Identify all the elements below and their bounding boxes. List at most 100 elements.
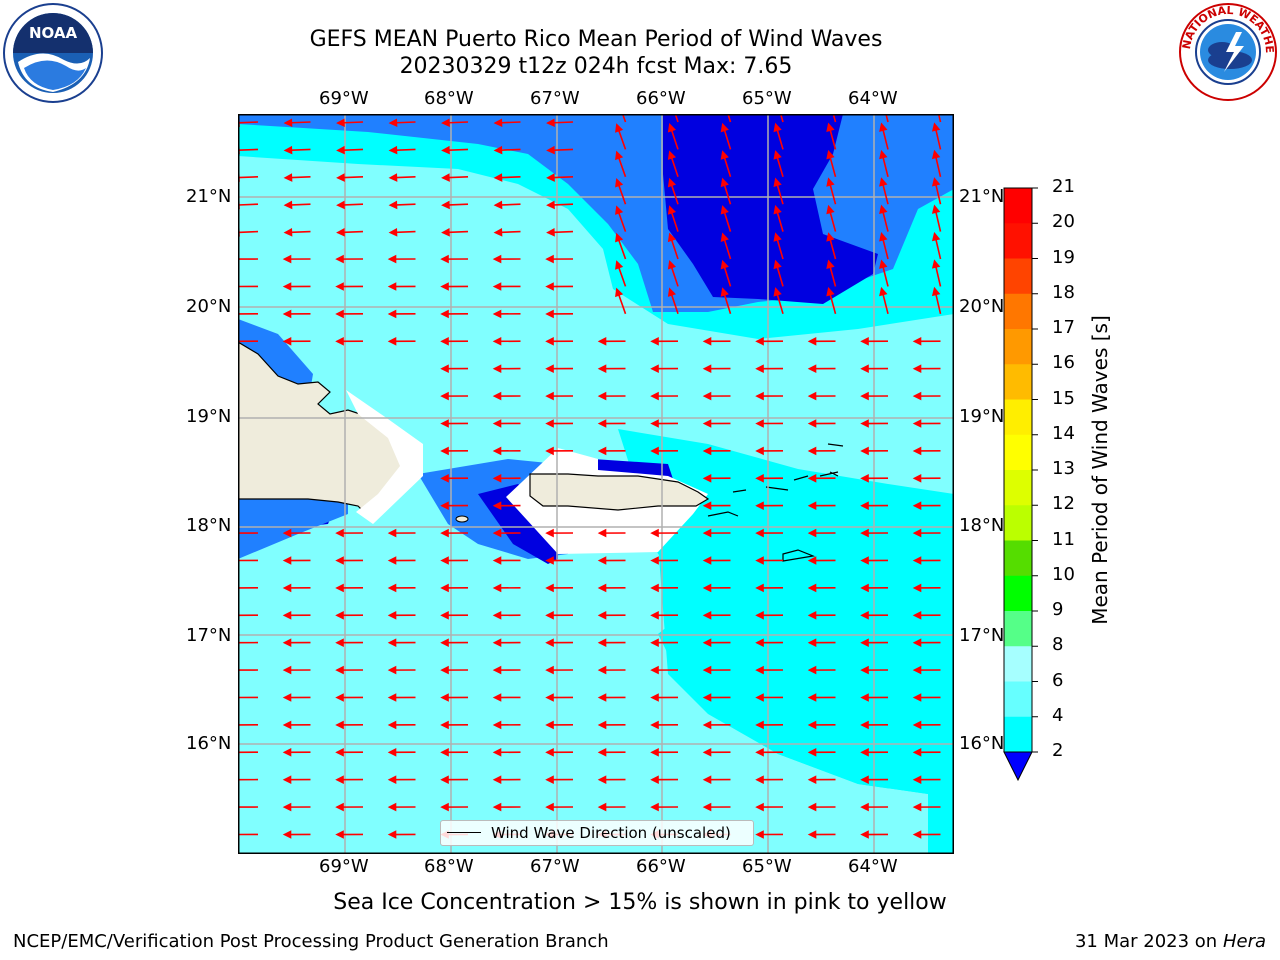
lat-label-right-20n: 20°N [959, 296, 1005, 317]
wind-wave-arrowhead [773, 122, 782, 133]
wind-wave-arrowhead [667, 287, 677, 297]
colorbar-segment [1004, 611, 1032, 647]
wind-wave-arrowhead [336, 200, 345, 210]
wind-wave-arrowhead [826, 177, 835, 187]
colorbar-segment [1004, 258, 1032, 295]
wind-wave-arrowhead [283, 145, 293, 155]
lon-label-bottom-64w: 64°W [848, 856, 898, 877]
wind-wave-arrowhead [335, 337, 344, 346]
wind-wave-arrowhead [387, 802, 397, 812]
wind-wave-arrowhead [667, 150, 677, 160]
legend-label: Wind Wave Direction (unscaled) [491, 824, 731, 842]
wind-wave-arrowhead [720, 150, 729, 160]
colorbar-segment [1004, 575, 1032, 612]
wind-wave-arrowhead [667, 232, 677, 243]
colorbar-tick-label: 6 [1052, 669, 1064, 691]
wind-wave-arrowhead [283, 228, 293, 237]
wind-wave-arrowhead [879, 177, 888, 187]
wind-wave-arrowhead [755, 775, 764, 784]
wind-wave-arrowhead [388, 200, 398, 210]
wind-wave-arrowhead [807, 638, 817, 647]
wind-wave-arrowhead [773, 150, 782, 160]
wind-wave-arrowhead [387, 309, 397, 319]
wind-wave-arrowhead [807, 830, 817, 839]
wind-wave-arrowhead [860, 611, 869, 620]
wind-wave-arrowhead [720, 122, 729, 133]
wind-wave-arrowhead [667, 205, 677, 215]
wind-wave-arrowhead [387, 528, 397, 538]
wind-wave-arrowhead [387, 775, 397, 784]
wind-wave-arrowhead [650, 419, 659, 428]
wind-wave-arrowhead [387, 583, 397, 593]
colorbar-tick-label: 8 [1052, 634, 1064, 656]
wind-wave-arrowhead [545, 802, 554, 812]
lat-label-right-18n: 18°N [959, 515, 1005, 536]
lat-label-left-20n: 20°N [186, 296, 232, 317]
title-line-2: 20230329 t12z 024h fcst Max: 7.65 [399, 54, 793, 79]
wind-wave-arrowhead [492, 775, 502, 784]
wind-wave-arrowhead [440, 474, 449, 483]
wind-wave-arrowhead [702, 337, 712, 346]
wind-wave-arrowhead [807, 611, 817, 620]
lon-label-bottom-66w: 66°W [636, 856, 686, 877]
wind-wave-arrowhead [702, 528, 712, 538]
wind-wave-arrowhead [650, 802, 659, 812]
wind-wave-arrowhead [597, 611, 607, 620]
colorbar-label: Mean Period of Wind Waves [s] [1088, 315, 1112, 625]
wind-wave-arrowhead [335, 638, 344, 647]
wind-wave-arrowhead [702, 419, 712, 428]
wind-wave-arrowhead [335, 309, 344, 319]
wind-wave-arrowhead [931, 149, 941, 160]
wind-wave-arrowhead [387, 556, 397, 565]
wind-wave-arrowhead [440, 419, 449, 428]
wind-wave-arrowhead [912, 638, 922, 647]
wind-wave-arrowhead [702, 802, 712, 812]
wind-wave-arrowhead [755, 364, 764, 373]
wind-wave-arrowhead [931, 231, 941, 242]
colorbar-tick-label: 21 [1052, 176, 1075, 197]
wind-wave-arrowhead [702, 583, 712, 593]
wind-wave-arrowhead [667, 177, 677, 188]
wind-wave-arrowhead [440, 446, 449, 456]
wind-wave-arrowhead [387, 720, 397, 730]
colorbar-segment [1004, 540, 1032, 577]
lon-label-bottom-69w: 69°W [319, 856, 369, 877]
wind-wave-arrowhead [912, 802, 922, 812]
wind-wave-arrowhead [282, 775, 292, 784]
wind-wave-arrowhead [335, 556, 344, 565]
wind-wave-arrowhead [650, 556, 659, 565]
wind-wave-arrowhead [492, 446, 502, 456]
colorbar-tick-label: 2 [1052, 740, 1064, 761]
wind-wave-arrowhead [860, 391, 869, 401]
land-puerto-rico [529, 473, 710, 511]
wind-wave-arrowhead [387, 337, 397, 346]
wind-wave-arrow [779, 114, 784, 123]
wind-wave-arrowhead [597, 528, 607, 538]
wind-wave-arrowhead [492, 802, 502, 812]
colorbar-segment [1004, 434, 1032, 471]
wind-wave-arrowhead [650, 391, 659, 401]
colorbar-tick-label: 17 [1052, 317, 1075, 338]
wind-wave-arrowhead [440, 556, 449, 565]
wind-wave-arrowhead [597, 583, 607, 593]
wind-wave-arrowhead [335, 528, 344, 538]
wind-wave-arrowhead [545, 391, 554, 401]
wind-wave-arrowhead [492, 611, 502, 620]
lon-label-top-69w: 69°W [319, 88, 369, 109]
wind-wave-arrowhead [388, 228, 398, 237]
wind-wave-arrowhead [807, 419, 817, 428]
wind-wave-arrowhead [492, 391, 502, 401]
wind-wave-arrowhead [807, 748, 817, 757]
colorbar-segment [1004, 188, 1032, 224]
wind-wave-arrowhead [492, 693, 502, 702]
wind-wave-arrowhead [773, 287, 782, 297]
wind-wave-arrowhead [702, 364, 712, 373]
wind-wave-arrowhead [912, 474, 922, 483]
wind-wave-arrowhead [912, 391, 922, 401]
wind-wave-arrowhead [755, 391, 764, 401]
wind-wave-arrowhead [335, 254, 344, 264]
wind-wave-arrow [832, 114, 837, 123]
wind-wave-arrowhead [440, 282, 449, 291]
wind-wave-arrowhead [493, 145, 503, 155]
wind-wave-arrowhead [440, 501, 449, 510]
